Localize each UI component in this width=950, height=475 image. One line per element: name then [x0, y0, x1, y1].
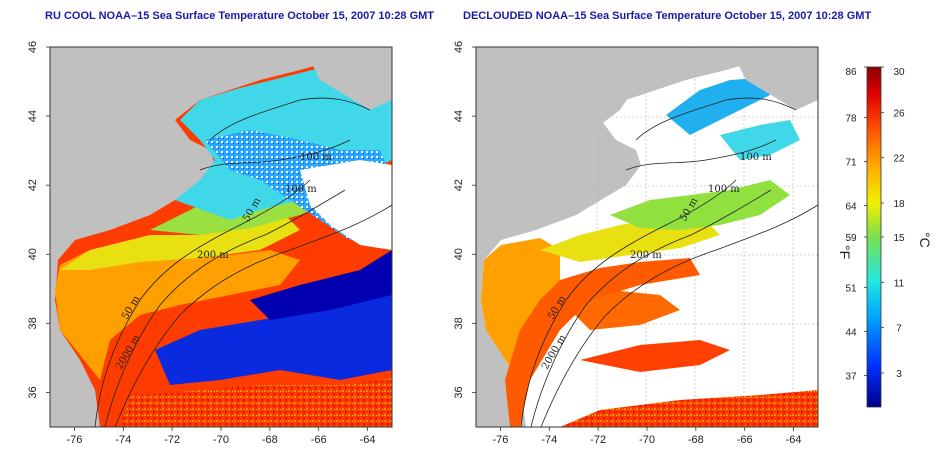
left-lat-tick-label: 36 — [27, 386, 39, 398]
left-map-axes: -76 -74 -72 -70 -68 -66 -64 36 38 40 42 44 46 — [27, 41, 376, 446]
left-lon-tick-label: -76 — [66, 434, 82, 446]
right-shelf-green — [610, 180, 790, 230]
right-lat-tick-label: 42 — [453, 179, 465, 191]
left-land-nova-scotia — [310, 50, 392, 110]
left-lon-tick-label: -70 — [213, 434, 229, 446]
right-bathymetry-contours — [520, 97, 818, 427]
right-shelf-orange — [505, 258, 700, 427]
right-lon-tick-label: -76 — [492, 434, 508, 446]
left-lat-tick-label: 46 — [27, 41, 39, 53]
colorbar-celsius-unit: °C — [917, 232, 933, 248]
left-lon-tick-label: -66 — [311, 434, 327, 446]
right-map: 100 m 100 m 50 m 200 m 50 m 2000 m — [475, 46, 819, 428]
colorbar-fahrenheit-label: 71 — [845, 157, 857, 168]
left-cold-band — [155, 290, 392, 385]
colorbar-celsius-label: 15 — [893, 233, 905, 244]
right-land-new-england — [476, 47, 660, 240]
left-contour-label-100m-a: 100 m — [300, 152, 332, 163]
left-cloud-patch — [300, 160, 392, 250]
left-panel-title: RU COOL NOAA–15 Sea Surface Temperature … — [45, 10, 435, 22]
right-gulf-cyan-patch — [720, 120, 800, 160]
right-shelf-warm — [481, 238, 560, 390]
left-contour-label-100m-b: 100 m — [285, 184, 317, 195]
right-lat-tick-label: 44 — [453, 110, 465, 122]
right-lat-tick-label: 46 — [453, 41, 465, 53]
colorbar-celsius-label: 26 — [893, 108, 905, 119]
right-warm-south — [560, 390, 818, 427]
right-lon-tick-label: -72 — [590, 434, 606, 446]
right-lat-tick-label: 40 — [453, 248, 465, 260]
colorbar-celsius-label: 22 — [893, 154, 905, 165]
right-lon-tick-label: -66 — [737, 434, 753, 446]
left-lon-tick-label: -68 — [262, 434, 278, 446]
colorbar-celsius-label: 18 — [893, 199, 905, 210]
right-warm-patch-a — [580, 340, 730, 372]
colorbar-fahrenheit-label: 64 — [845, 202, 857, 213]
left-lat-tick-label: 44 — [27, 110, 39, 122]
colorbar-ticks: 30 26 22 18 15 11 7 3 86 78 71 64 59 51 44 37 — [845, 66, 905, 383]
colorbar-fahrenheit-label: 37 — [845, 372, 857, 383]
left-lat-tick-label: 38 — [27, 317, 39, 329]
right-lon-tick-label: -64 — [786, 434, 802, 446]
colorbar-celsius-label: 7 — [896, 324, 902, 335]
colorbar-fahrenheit-label: 44 — [845, 327, 857, 338]
left-shelf-warm — [55, 240, 300, 380]
right-lon-tick-label: -74 — [541, 434, 557, 446]
left-lat-tick-label: 40 — [27, 248, 39, 260]
right-contour-label-200m: 200 m — [630, 250, 662, 261]
left-bathymetry-contours — [94, 97, 392, 427]
right-map-axes: -76 -74 -72 -70 -68 -66 -64 36 38 40 42 44 46 — [453, 41, 802, 446]
right-contour-label-100m-a: 100 m — [740, 152, 772, 163]
colorbar-gradient — [866, 66, 882, 408]
left-lat-tick-label: 42 — [27, 179, 39, 191]
colorbar-celsius-label: 3 — [896, 369, 902, 380]
left-contour-label-200m: 200 m — [197, 250, 229, 261]
left-lon-tick-label: -72 — [164, 434, 180, 446]
colorbar: 30 26 22 18 15 11 7 3 86 78 71 64 59 51 44 37 °F °C — [837, 66, 933, 408]
colorbar-fahrenheit-label: 86 — [845, 67, 857, 78]
right-contour-label-100m-b: 100 m — [708, 184, 740, 195]
colorbar-fahrenheit-label: 51 — [845, 283, 857, 294]
right-lon-tick-label: -68 — [688, 434, 704, 446]
left-warm-region — [120, 378, 392, 427]
left-lon-tick-label: -74 — [115, 434, 131, 446]
colorbar-fahrenheit-unit: °F — [837, 245, 853, 259]
right-lat-tick-label: 38 — [453, 317, 465, 329]
left-lon-tick-label: -64 — [360, 434, 376, 446]
right-panel-title: DECLOUDED NOAA–15 Sea Surface Temperatur… — [463, 10, 872, 22]
colorbar-celsius-label: 30 — [893, 67, 905, 78]
left-cold-band-deep — [250, 250, 392, 320]
left-map: 100 m 100 m 50 m 200 m 50 m 2000 m — [49, 46, 393, 428]
right-land-nova-scotia — [736, 50, 818, 110]
right-lat-tick-label: 36 — [453, 386, 465, 398]
colorbar-celsius-label: 11 — [894, 278, 905, 289]
colorbar-fahrenheit-label: 78 — [845, 113, 857, 124]
colorbar-fahrenheit-label: 59 — [845, 233, 857, 244]
right-lon-tick-label: -70 — [639, 434, 655, 446]
right-gulf-of-maine — [666, 78, 770, 135]
